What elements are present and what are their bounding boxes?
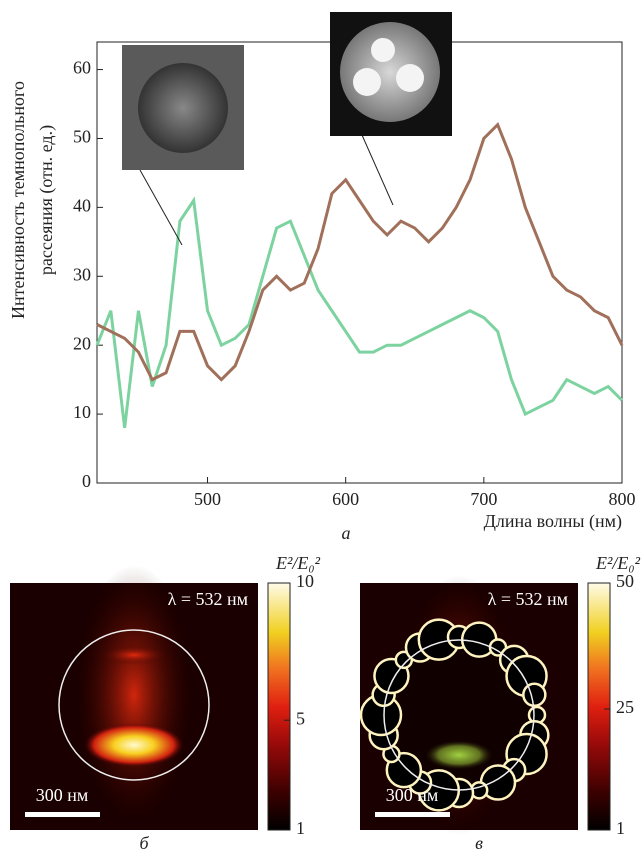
hotspot: [424, 740, 494, 770]
sem-particle: [138, 63, 228, 153]
colorbar-tick-label: 25: [616, 697, 634, 717]
sem-spot: [396, 64, 424, 92]
spectrum-line: [96, 122, 624, 382]
plasmon-bump: [522, 682, 547, 708]
hotspot: [84, 723, 184, 767]
scale-bar-label: 300 нм: [36, 785, 89, 805]
sem-spot: [353, 68, 381, 96]
panel-label: в: [475, 833, 483, 853]
scale-bar-label: 300 нм: [386, 785, 439, 805]
wavelength-label: λ = 532 нм: [168, 589, 248, 609]
y-axis-label: Интенсивность темнопольного: [8, 81, 28, 319]
y-tick-label: 40: [73, 196, 91, 216]
panel-label: б: [139, 833, 149, 853]
scale-bar: [375, 812, 450, 817]
panel-label: а: [342, 523, 351, 543]
inset-pointer: [361, 134, 394, 206]
colorbar-label: E²/E₀²: [595, 553, 641, 573]
y-tick-label: 0: [82, 471, 91, 491]
inset-pointer: [139, 169, 183, 246]
x-tick-label: 800: [609, 489, 636, 509]
field-band: [99, 645, 169, 665]
colorbar-tick-label: 5: [296, 708, 305, 728]
x-tick-label: 600: [332, 489, 359, 509]
y-tick-label: 60: [73, 58, 91, 78]
colorbar-tick-label: 50: [616, 571, 634, 591]
colorbar-tick-label: 10: [296, 571, 314, 591]
x-axis-label: Длина волны (нм): [484, 511, 622, 532]
colorbar-tick-label: 1: [616, 818, 625, 838]
wavelength-label: λ = 532 нм: [488, 589, 568, 609]
x-tick-label: 500: [194, 489, 221, 509]
particle: [384, 640, 534, 790]
colorbar: [587, 582, 611, 831]
y-tick-label: 10: [73, 402, 91, 422]
x-tick-label: 700: [470, 489, 497, 509]
y-axis-label: рассеяния (отн. ед.): [36, 125, 57, 275]
particle-outline: [383, 639, 535, 791]
sem-spot: [371, 38, 395, 62]
particle-outline: [58, 629, 210, 781]
scale-bar: [25, 812, 100, 817]
spectrum-line: [95, 196, 624, 429]
y-tick-label: 50: [73, 127, 91, 147]
y-tick-label: 30: [73, 264, 91, 284]
colorbar-label: E²/E₀²: [275, 553, 321, 573]
sem-particle: [340, 22, 440, 122]
y-tick-label: 20: [73, 333, 91, 353]
colorbar: [267, 582, 291, 831]
colorbar-tick-label: 1: [296, 818, 305, 838]
